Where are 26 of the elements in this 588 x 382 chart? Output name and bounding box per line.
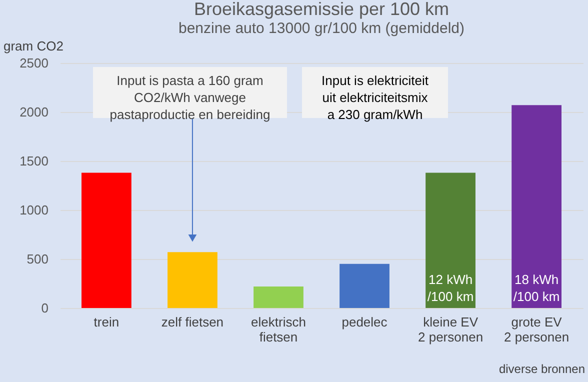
annotation: Input is pasta a 160 gram CO2/kWh vanwege pastaproductie en bereiding bbox=[110, 73, 270, 122]
y-tick-label: 0 bbox=[41, 300, 48, 316]
bar bbox=[82, 172, 132, 308]
bar bbox=[340, 264, 390, 308]
text: diverse bronnen bbox=[498, 362, 585, 376]
y-axis-title: gram CO2 bbox=[4, 38, 64, 54]
chart-subtitle: benzine auto 13000 gr/100 km (gemiddeld) bbox=[178, 20, 465, 37]
x-tick-label: zelf fietsen bbox=[161, 314, 224, 330]
bar bbox=[168, 252, 218, 308]
annotation: 18 kWh /100 km bbox=[513, 272, 560, 304]
annotation: Input is elektriciteit uit elektriciteitsmix a 230 gram/kWh bbox=[322, 73, 429, 122]
y-tick-label: 500 bbox=[26, 252, 48, 266]
y-tick-label: 1000 bbox=[20, 202, 48, 218]
y-tick-label: 2000 bbox=[20, 104, 48, 120]
x-tick-label: kleine EV 2 personen bbox=[418, 314, 484, 344]
x-tick-label: trein bbox=[94, 314, 120, 330]
bar bbox=[426, 172, 476, 308]
x-tick-label: grote EV 2 personen bbox=[504, 314, 570, 344]
y-tick-label: 2500 bbox=[20, 56, 48, 70]
bar bbox=[254, 286, 304, 308]
bar bbox=[512, 105, 562, 308]
y-tick-label: 1500 bbox=[20, 154, 48, 168]
x-tick-label: elektrisch fietsen bbox=[251, 314, 306, 344]
chart-title: Broeikasgasemissie per 100 km bbox=[194, 0, 450, 19]
x-tick-label: pedelec bbox=[342, 314, 388, 330]
annotation: 12 kWh /100 km bbox=[427, 272, 474, 304]
